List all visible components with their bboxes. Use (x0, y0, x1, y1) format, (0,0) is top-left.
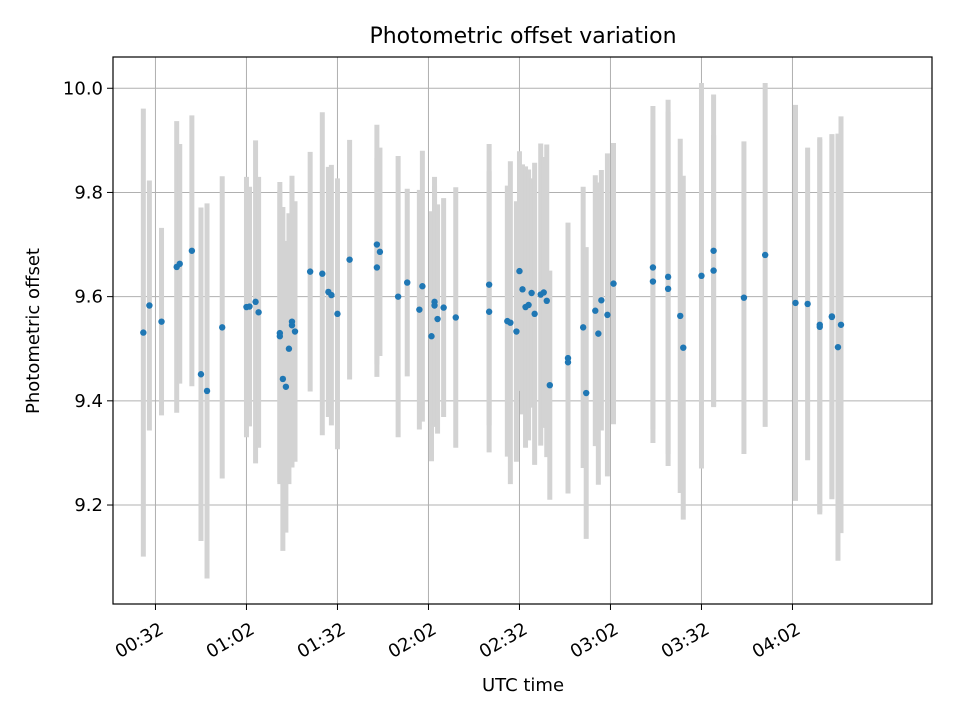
data-point (334, 310, 341, 318)
data-point (649, 278, 657, 285)
x-tick-label: 01:32 (294, 619, 349, 663)
data-point (328, 291, 335, 299)
x-axis-ticks: 00:32 01:02 01:32 02:02 02:32 03:02 03:32 04:02 (112, 604, 804, 663)
data-point (431, 302, 438, 309)
data-point (649, 264, 657, 271)
x-tick-label: 03:32 (658, 619, 713, 663)
data-point (373, 264, 381, 271)
data-point (319, 270, 326, 277)
y-tick-label: 9.6 (74, 287, 103, 308)
data-point (279, 375, 287, 383)
data-point (579, 324, 587, 331)
chart-title: Photometric offset variation (369, 24, 676, 49)
data-point (346, 256, 353, 263)
data-point (816, 323, 823, 331)
data-point (677, 312, 684, 320)
data-point (176, 260, 183, 268)
data-point (404, 279, 411, 286)
data-point (740, 294, 748, 301)
data-point (540, 289, 547, 296)
data-point (452, 314, 459, 321)
y-axis-ticks: 9.2 9.4 9.6 9.8 10.0 (63, 78, 113, 516)
data-point (710, 247, 717, 254)
data-point (373, 241, 381, 248)
y-axis-label: Photometric offset (23, 248, 44, 414)
data-point (219, 324, 226, 331)
data-point (583, 389, 590, 397)
data-point (680, 344, 687, 351)
x-tick-label: 02:32 (476, 619, 531, 663)
data-point (525, 301, 532, 309)
x-tick-label: 02:02 (385, 619, 440, 663)
data-point (434, 315, 441, 323)
x-axis-label: UTC time (482, 675, 564, 696)
data-point (516, 267, 523, 275)
data-point (698, 272, 705, 279)
data-point (761, 251, 769, 259)
data-point (792, 299, 799, 307)
data-point (285, 345, 293, 352)
data-point (276, 333, 284, 340)
data-point (837, 321, 845, 328)
data-point (543, 297, 550, 305)
data-point (291, 328, 299, 335)
data-point (507, 319, 514, 326)
data-point (598, 297, 605, 304)
data-point (595, 330, 602, 337)
x-tick-label: 01:02 (203, 619, 258, 663)
y-tick-label: 9.8 (74, 182, 103, 203)
y-tick-label: 9.2 (74, 495, 103, 516)
data-point (834, 343, 842, 351)
data-point (564, 354, 572, 362)
data-point (610, 280, 617, 287)
data-point (528, 289, 535, 297)
data-point (710, 267, 717, 274)
x-tick-label: 00:32 (112, 619, 167, 663)
x-tick-label: 04:02 (749, 619, 804, 663)
y-tick-label: 9.4 (74, 391, 103, 412)
data-point (664, 285, 672, 293)
data-point (604, 311, 611, 319)
data-point (828, 313, 836, 320)
data-point (394, 293, 402, 300)
y-tick-label: 10.0 (63, 78, 103, 99)
data-point (288, 322, 296, 329)
data-point (158, 318, 165, 325)
data-point (664, 273, 672, 281)
data-point (246, 303, 253, 310)
data-point (197, 371, 205, 378)
plot-frame (112, 56, 933, 605)
data-point (146, 302, 153, 309)
data-point (203, 387, 211, 395)
data-point (252, 298, 259, 306)
data-point (546, 382, 553, 389)
data-point (440, 304, 447, 311)
data-point (804, 300, 811, 308)
data-point (419, 283, 426, 290)
data-point (416, 306, 423, 313)
data-point (519, 286, 526, 293)
x-tick-label: 03:02 (567, 619, 622, 663)
data-point (428, 333, 435, 340)
data-point (306, 268, 314, 275)
data-points (140, 241, 845, 397)
data-point (513, 328, 520, 335)
data-point (255, 309, 262, 316)
data-point (485, 308, 493, 315)
data-point (485, 281, 493, 288)
data-point (140, 329, 147, 336)
error-bars (140, 83, 844, 579)
data-point (188, 247, 196, 254)
data-point (282, 383, 290, 390)
data-point (592, 307, 599, 314)
data-point (531, 310, 538, 318)
data-point (376, 248, 384, 256)
